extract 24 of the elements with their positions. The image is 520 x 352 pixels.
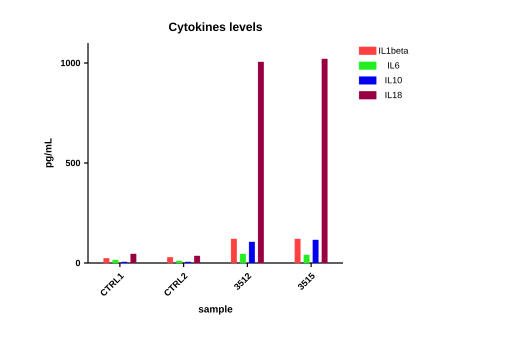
chart-title: Cytokines levels [168, 22, 262, 34]
bar [258, 62, 264, 264]
bar [130, 254, 136, 264]
bar [103, 258, 110, 264]
legend-label: IL10 [386, 76, 402, 84]
bar [240, 254, 246, 264]
bar [194, 256, 200, 264]
bar [312, 240, 319, 264]
legend-label: IL18 [386, 92, 402, 98]
legend-label: IL1beta [379, 47, 408, 54]
bar [248, 242, 255, 264]
bar [167, 257, 174, 264]
bar [304, 254, 310, 264]
y-tick-label: 500 [66, 160, 80, 166]
y-tick-label: 1000 [61, 60, 80, 66]
bar [112, 260, 118, 264]
y-axis-title: pg/mL [44, 138, 54, 168]
bar [322, 58, 328, 264]
y-tick-label: 0 [76, 260, 80, 266]
bar [294, 238, 301, 264]
bar [230, 238, 237, 264]
x-axis-title: sample [198, 305, 232, 315]
legend-label: IL6 [388, 62, 400, 69]
bar [176, 260, 182, 264]
